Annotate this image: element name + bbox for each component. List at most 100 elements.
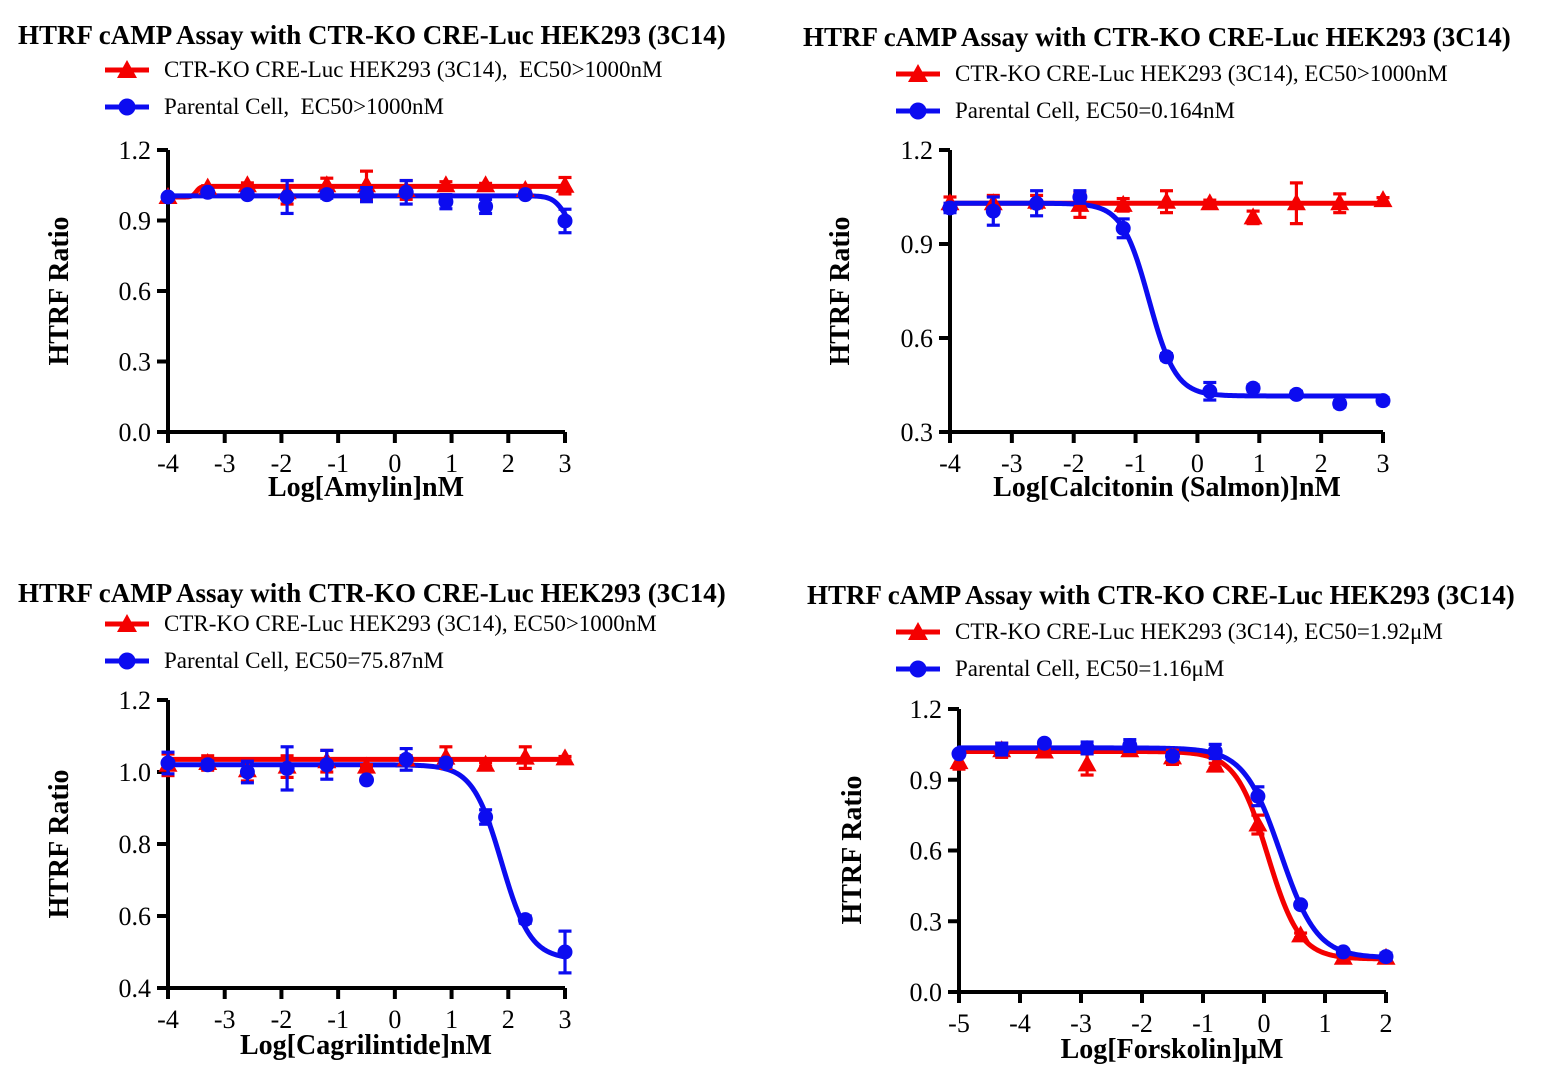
x-tick-label: -2: [271, 449, 293, 478]
data-point-circle: [478, 809, 494, 825]
series-ko: [949, 740, 1396, 965]
fit-curve-parental: [165, 762, 568, 960]
chart-title: HTRF cAMP Assay with CTR-KO CRE-Luc HEK2…: [18, 20, 726, 50]
data-point-circle: [279, 189, 295, 205]
y-tick-label: 1.2: [119, 136, 152, 165]
data-point-circle: [1332, 396, 1348, 412]
data-point-circle: [1036, 735, 1052, 751]
legend-item-ko: CTR-KO CRE-Luc HEK293 (3C14), EC50>1000n…: [104, 611, 657, 636]
axes: 0.4 0.6 0.8 1.0 1.2 -4 -3 -2 -1 0 1 2 3: [119, 686, 572, 1034]
data-point-triangle: [1248, 814, 1268, 832]
fit-curve-parental: [947, 200, 1386, 399]
x-tick-label: -4: [1009, 1009, 1031, 1038]
x-tick-label: 2: [1380, 1009, 1393, 1038]
x-tick-label: -1: [1125, 449, 1147, 478]
data-point-circle: [200, 184, 216, 200]
legend: CTR-KO CRE-Luc HEK293 (3C14), EC50=1.92μ…: [895, 619, 1443, 694]
legend-label: CTR-KO CRE-Luc HEK293 (3C14), EC50=1.92μ…: [955, 619, 1443, 644]
axes: 0.0 0.3 0.6 0.9 1.2 -4 -3 -2 -1 0 1 2 3: [119, 136, 572, 478]
x-axis-title: Log[Amylin]nM: [268, 472, 464, 503]
data-point-triangle: [1113, 194, 1133, 212]
series-parental: [942, 189, 1391, 412]
data-point-circle: [1159, 349, 1174, 365]
y-tick-label: 1.2: [119, 686, 152, 715]
x-tick-label: 0: [1258, 1009, 1271, 1038]
data-point-circle: [942, 200, 958, 216]
y-tick-label: 0.6: [119, 902, 152, 931]
data-point-circle: [239, 764, 255, 780]
circle-marker-icon: [105, 652, 149, 670]
x-tick-label: 0: [1191, 449, 1204, 478]
legend: CTR-KO CRE-Luc HEK293 (3C14), EC50>1000n…: [104, 57, 663, 132]
data-point-circle: [398, 751, 414, 767]
x-tick-label: -4: [157, 449, 179, 478]
x-tick-label: -1: [327, 449, 349, 478]
data-point-circle: [319, 187, 335, 203]
data-point-circle: [557, 213, 573, 229]
y-axis-title: HTRF Ratio: [44, 216, 75, 366]
legend-label: CTR-KO CRE-Luc HEK293 (3C14), EC50>1000n…: [164, 611, 657, 636]
plot-area-forskolin: 0.0 0.3 0.6 0.9 1.2 -5 -4 -3 -2 -1 0 1 2: [910, 695, 1396, 1038]
x-tick-label: -3: [1001, 449, 1023, 478]
x-tick-label: -1: [327, 1005, 349, 1034]
triangle-marker-icon: [896, 64, 940, 82]
chart-title: HTRF cAMP Assay with CTR-KO CRE-Luc HEK2…: [803, 22, 1511, 52]
legend-label: Parental Cell, EC50>1000nM: [164, 94, 444, 119]
x-tick-label: -3: [1070, 1009, 1092, 1038]
x-tick-label: -3: [214, 449, 236, 478]
x-tick-label: -2: [271, 1005, 293, 1034]
data-point-circle: [1335, 944, 1351, 960]
triangle-marker-icon: [105, 614, 149, 632]
data-point-circle: [517, 912, 533, 928]
x-tick-label: 1: [445, 449, 458, 478]
y-tick-label: 0.8: [119, 830, 152, 859]
x-tick-label: 1: [1319, 1009, 1332, 1038]
x-tick-label: 0: [388, 1005, 401, 1034]
axes: 0.3 0.6 0.9 1.2 -4 -3 -2 -1 0 1 2 3: [901, 136, 1390, 478]
data-point-circle: [1245, 380, 1261, 396]
chart-panel-amylin: 0.0 0.3 0.6 0.9 1.2 -4 -3 -2 -1 0 1 2 3 HTRF cAMP As…: [0, 0, 779, 540]
data-point-circle: [1165, 748, 1180, 764]
data-point-circle: [1202, 383, 1218, 399]
y-tick-label: 0.3: [910, 907, 943, 936]
triangle-marker-icon: [896, 622, 940, 640]
x-tick-label: 2: [502, 449, 515, 478]
plot-area-amylin: 0.0 0.3 0.6 0.9 1.2 -4 -3 -2 -1 0 1 2 3: [119, 136, 575, 478]
x-tick-label: -2: [1063, 449, 1085, 478]
x-tick-label: -4: [939, 449, 961, 478]
y-tick-label: 0.9: [901, 230, 934, 259]
circle-marker-icon: [896, 660, 940, 678]
data-point-circle: [398, 184, 414, 200]
data-point-circle: [1029, 195, 1045, 211]
data-point-triangle: [237, 175, 257, 193]
data-point-triangle: [1373, 190, 1393, 208]
data-point-circle: [1378, 949, 1394, 965]
x-tick-label: 1: [445, 1005, 458, 1034]
series-parental: [951, 735, 1394, 965]
data-point-triangle: [1330, 193, 1350, 211]
legend-item-parental: Parental Cell, EC50=1.16μM: [895, 656, 1443, 681]
x-axis-title: Log[Forskolin]μM: [1060, 1034, 1284, 1065]
y-axis-title: HTRF Ratio: [825, 216, 856, 366]
y-tick-label: 1.2: [901, 136, 934, 165]
data-point-circle: [239, 187, 255, 203]
y-tick-label: 0.4: [119, 974, 152, 1003]
data-point-triangle: [476, 754, 496, 772]
x-tick-label: -2: [1131, 1009, 1153, 1038]
y-tick-label: 0.6: [119, 277, 152, 306]
y-axis-title: HTRF Ratio: [44, 769, 75, 919]
y-tick-label: 0.9: [910, 766, 943, 795]
data-point-circle: [160, 189, 176, 205]
data-point-circle: [1375, 393, 1391, 409]
data-point-circle: [279, 760, 295, 776]
plot-area-calcitonin: 0.3 0.6 0.9 1.2 -4 -3 -2 -1 0 1 2 3: [901, 136, 1393, 478]
x-tick-label: 3: [559, 1005, 572, 1034]
data-point-circle: [478, 198, 494, 214]
y-tick-label: 0.9: [119, 207, 152, 236]
data-point-circle: [1115, 220, 1131, 236]
x-tick-label: -3: [214, 1005, 236, 1034]
data-point-circle: [1122, 738, 1138, 754]
data-point-triangle: [1157, 191, 1176, 209]
data-point-circle: [359, 187, 374, 203]
